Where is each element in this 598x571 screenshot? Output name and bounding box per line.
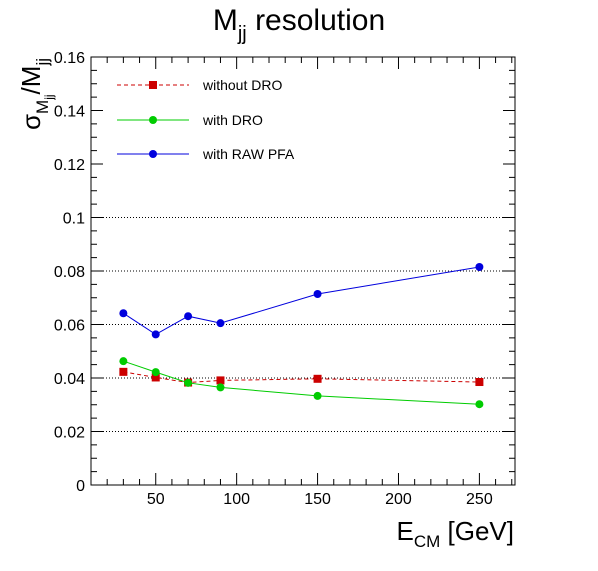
legend-marker	[149, 116, 157, 124]
data-point	[313, 290, 322, 299]
legend-marker	[149, 150, 157, 158]
y-tick-label: 0.1	[63, 211, 85, 228]
x-axis-title: ECM [GeV]	[397, 516, 515, 551]
data-point	[119, 357, 128, 366]
y-axis-title-subscript: M	[33, 100, 52, 114]
x-tick-label: 200	[385, 491, 412, 508]
legend-entry: with RAW PFA	[117, 146, 295, 162]
data-point	[216, 319, 225, 328]
data-point	[216, 383, 225, 392]
data-point	[119, 309, 128, 318]
y-axis-title-slash: /M	[16, 66, 46, 95]
x-tick-labels: 50 100 150 200 250	[147, 491, 493, 508]
y-tick-label: 0.12	[54, 157, 85, 174]
series-line	[123, 360, 480, 405]
y-axis-title-subsubscript: jj	[42, 94, 56, 100]
data-point	[184, 312, 193, 321]
series-without-dro	[119, 367, 484, 387]
x-tick-label: 50	[147, 491, 165, 508]
x-tick-label: 250	[466, 491, 493, 508]
series-layer	[119, 262, 484, 409]
data-point	[475, 262, 484, 271]
legend-label: with DRO	[202, 112, 263, 128]
x-tick-label: 100	[223, 491, 250, 508]
legend-entry: with DRO	[117, 112, 263, 128]
legend-marker	[149, 81, 157, 89]
y-tick-label: 0.02	[54, 425, 85, 442]
data-point	[475, 378, 484, 387]
legend-label: with RAW PFA	[202, 146, 295, 162]
y-tick-label: 0	[76, 478, 85, 495]
legend-label: without DRO	[202, 77, 282, 93]
series-line	[123, 371, 480, 384]
data-point	[151, 368, 160, 377]
data-point	[119, 367, 128, 376]
x-axis-title-rest: [GeV]	[440, 516, 514, 546]
series-with-dro	[119, 357, 484, 409]
y-tick-label: 0.04	[54, 371, 85, 388]
y-tick-label: 0.16	[54, 50, 85, 67]
legend-entry: without DRO	[117, 77, 282, 93]
series-with-raw-pfa	[119, 262, 484, 339]
legend: without DRO with DRO with RAW PFA	[117, 77, 295, 162]
series-line	[123, 266, 480, 335]
data-point	[184, 378, 193, 387]
y-tick-labels: 0 0.02 0.04 0.06 0.08 0.1 0.12 0.14 0.16	[54, 50, 85, 495]
data-point	[151, 330, 160, 339]
x-axis-title-subscript: CM	[414, 532, 440, 551]
y-tick-label: 0.08	[54, 264, 85, 281]
data-point	[475, 400, 484, 409]
data-point	[151, 373, 160, 382]
y-axis-title-den-subscript: jj	[33, 58, 52, 67]
chart-title-rest: resolution	[247, 4, 385, 37]
y-tick-label: 0.06	[54, 318, 85, 335]
axis-ticks	[90, 56, 515, 486]
data-point	[313, 391, 322, 400]
data-point	[216, 376, 225, 385]
y-axis-title: σMjj/Mjj	[16, 58, 56, 130]
data-point	[313, 374, 322, 383]
y-gridlines	[91, 217, 515, 432]
y-tick-label: 0.14	[54, 104, 85, 121]
x-tick-label: 150	[304, 491, 331, 508]
chart-title-subscript: jj	[237, 23, 247, 45]
chart-title: Mjj resolution	[213, 4, 385, 45]
